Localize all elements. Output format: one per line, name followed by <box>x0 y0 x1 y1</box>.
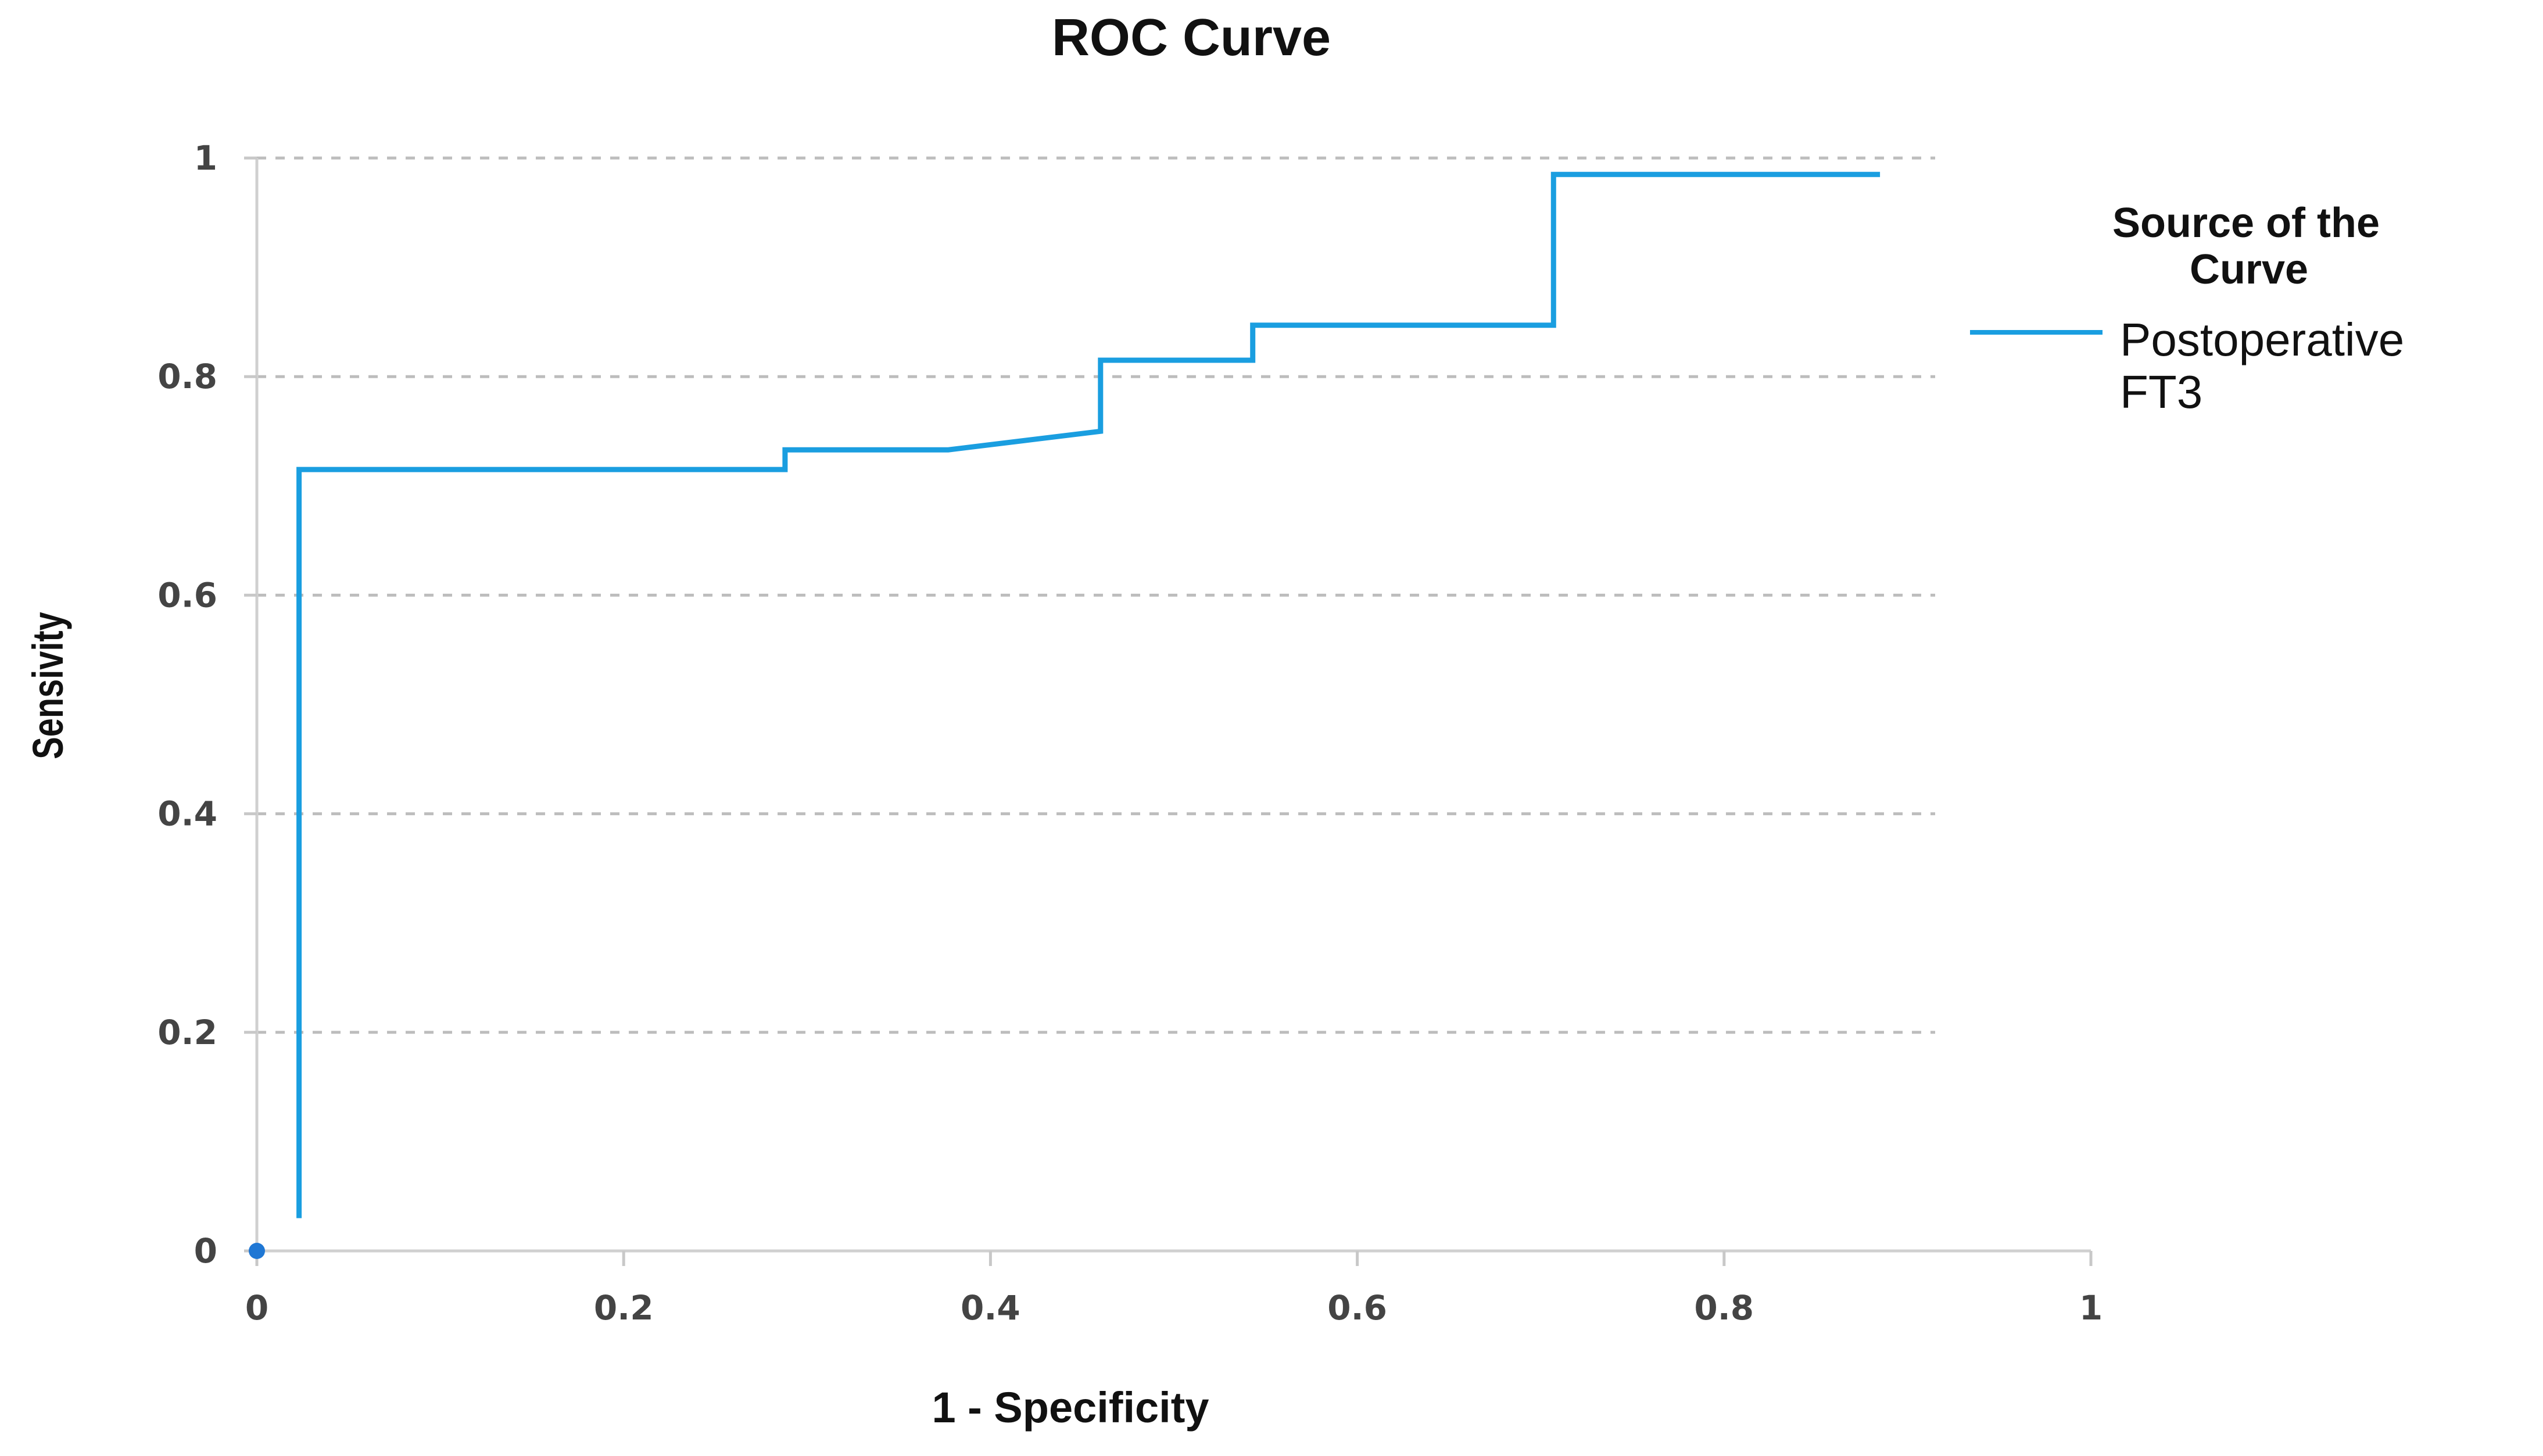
x-tick-label: 0.6 <box>1327 1288 1387 1328</box>
x-tick-label: 0.8 <box>1694 1288 1754 1328</box>
y-tick-label: 0.8 <box>157 357 217 396</box>
grid-lines <box>257 156 1935 1034</box>
origin-marker <box>249 1243 265 1259</box>
y-tick-label: 0 <box>194 1231 217 1271</box>
legend: Source of the Curve Postoperative FT3 <box>1970 200 2404 418</box>
chart-title: ROC Curve <box>1052 9 1331 67</box>
roc-curve-line <box>296 171 1881 1218</box>
y-tick-label: 0.4 <box>157 794 217 834</box>
x-tick-label: 1 <box>2079 1288 2103 1328</box>
x-tick-label: 0 <box>245 1288 268 1328</box>
y-tick-label: 0.6 <box>157 575 217 615</box>
legend-entry-line-1: Postoperative <box>2120 314 2404 365</box>
legend-title-line-2: Curve <box>2190 246 2308 293</box>
legend-title-line-1: Source of the <box>2112 200 2380 246</box>
y-tick-label: 0.2 <box>157 1013 217 1052</box>
x-axis-label: 1 - Specificity <box>932 1383 1209 1432</box>
y-axis-label: Sensivity <box>24 612 73 759</box>
x-tick-label: 0.2 <box>594 1288 654 1328</box>
series-group <box>249 171 1881 1259</box>
x-tick-label: 0.4 <box>961 1288 1020 1328</box>
legend-entry-line-2: FT3 <box>2120 366 2202 418</box>
tick-labels: 0 0.2 0.4 0.6 0.8 1 0 0.2 0.4 0.6 0.8 1 <box>157 138 2103 1328</box>
y-tick-label: 1 <box>194 138 217 178</box>
axes <box>255 158 2091 1253</box>
